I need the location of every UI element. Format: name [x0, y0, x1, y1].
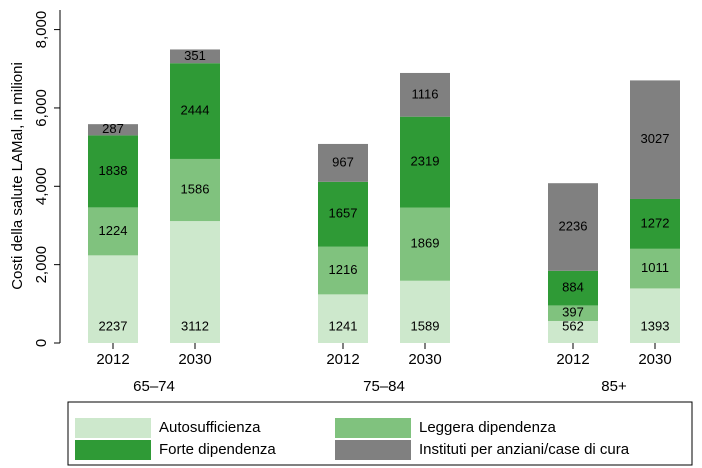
bar-segment — [630, 198, 680, 249]
y-tick-label: 2,000 — [33, 246, 50, 284]
value-label: 3112 — [181, 318, 209, 333]
value-label: 1657 — [329, 206, 358, 221]
x-tick-label: 2030 — [408, 351, 441, 368]
bar-segment — [318, 246, 368, 295]
value-label: 2444 — [181, 103, 210, 118]
value-label: 1869 — [411, 236, 440, 251]
bar-segment — [318, 294, 368, 343]
y-tick-label: 6,000 — [33, 89, 50, 127]
legend-label: Forte dipendenza — [159, 441, 276, 458]
value-label: 397 — [562, 305, 584, 320]
bar-segment — [170, 158, 220, 222]
bar-segment — [630, 288, 680, 343]
value-label: 3027 — [641, 131, 670, 146]
value-label: 967 — [332, 154, 354, 169]
value-label: 1011 — [641, 260, 669, 275]
bar-segment — [88, 135, 138, 208]
x-tick-label: 2030 — [638, 351, 671, 368]
legend-label: Leggera dipendenza — [419, 419, 556, 436]
bar-segment — [548, 320, 598, 343]
value-label: 287 — [102, 121, 124, 136]
value-label: 2236 — [559, 218, 588, 233]
bar-segment — [318, 143, 368, 182]
legend-swatch — [75, 440, 151, 460]
value-label: 562 — [562, 318, 584, 333]
value-label: 1272 — [641, 215, 670, 230]
value-label: 2237 — [99, 318, 128, 333]
value-label: 351 — [184, 48, 206, 63]
legend-label: Instituti per anziani/case di cura — [419, 441, 630, 458]
legend-swatch — [335, 418, 411, 438]
bar-segment — [88, 207, 138, 256]
value-label: 1116 — [412, 86, 439, 101]
bar-segment — [630, 80, 680, 199]
bar-segment — [170, 63, 220, 159]
value-label: 1838 — [99, 163, 128, 178]
value-label: 884 — [562, 280, 584, 295]
bar-segment — [548, 270, 598, 306]
bar-segment — [548, 305, 598, 321]
x-tick-label: 2012 — [556, 351, 589, 368]
bar-segment — [170, 221, 220, 343]
value-label: 1589 — [411, 318, 440, 333]
legend-box — [67, 401, 693, 466]
bar-segment — [88, 124, 138, 136]
bar-segment — [170, 49, 220, 64]
value-label: 1216 — [329, 262, 358, 277]
y-tick-label: 4,000 — [33, 168, 50, 206]
y-tick-label: 0 — [33, 339, 50, 347]
bar-segment — [400, 207, 450, 281]
value-label: 1224 — [99, 223, 128, 238]
bar-segment — [400, 280, 450, 343]
y-axis-label: Costi della salute LAMal, in milioni — [9, 62, 26, 290]
legend-swatch — [335, 440, 411, 460]
x-tick-label: 2012 — [96, 351, 129, 368]
legend-swatch — [75, 418, 151, 438]
bar-segment — [88, 255, 138, 343]
value-label: 2319 — [411, 154, 440, 169]
value-label: 1586 — [181, 181, 210, 196]
group-label: 75–84 — [363, 378, 405, 395]
bar-segment — [400, 72, 450, 117]
value-label: 1393 — [641, 318, 670, 333]
bar-segment — [630, 248, 680, 289]
group-label: 85+ — [601, 378, 627, 395]
x-tick-label: 2012 — [326, 351, 359, 368]
y-tick-label: 8,000 — [33, 11, 50, 49]
group-label: 65–74 — [133, 378, 175, 395]
legend-label: Autosufficienza — [159, 419, 261, 436]
x-tick-label: 2030 — [178, 351, 211, 368]
bar-segment — [400, 116, 450, 208]
bar-segment — [318, 181, 368, 247]
bar-segment — [548, 183, 598, 271]
value-label: 1241 — [329, 318, 358, 333]
